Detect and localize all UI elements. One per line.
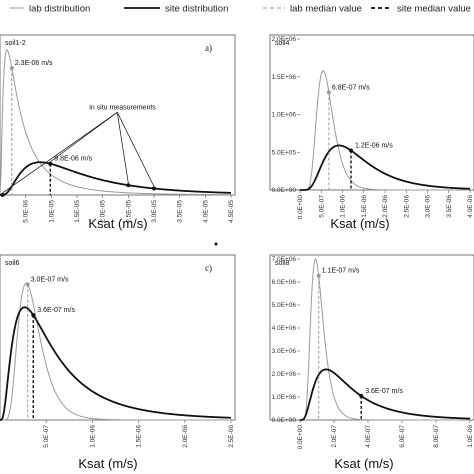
site-median-label: 3.6E-07 m/s [37,307,75,314]
x-tick-label: 2.0E-06 [182,425,189,448]
legend-label-3: site median value [397,4,471,15]
panel-frame [0,34,236,196]
lab-distribution-line [300,258,470,421]
x-tick-label: 3.0E-05 [151,200,158,223]
site-distribution-line [0,306,232,421]
x-tick-label: 4.5E-05 [228,200,235,223]
site-median-point [359,393,364,398]
lab-median-point [9,65,14,70]
x-tick-label: 4.0E-05 [202,200,209,223]
y-tick-label: 5.0E+06 [272,302,297,309]
separator-dot [214,242,218,246]
y-tick-label: 5.0E+05 [272,149,297,156]
panel-soil1-2: soil1-2 a) 5.0E-06 1.0E-05 1.5E-05 2.0E-05 2.5… [0,34,236,231]
x-tick-label: 1.5E-06 [361,195,368,218]
x-tick-label: 2.0E-05 [100,200,107,223]
x-tick-label: 5.0E-07 [43,425,50,448]
x-tick-label: 5.0E-07 [318,195,325,218]
insitu-label: in situ measurements [89,104,156,111]
x-tick-label: 8.0E-07 [433,425,440,448]
insitu-arrow [116,112,129,184]
y-tick-label: 1.0E+06 [272,394,297,401]
lab-median-point [25,282,30,287]
lab-median-label: 1.1E-07 m/s [322,268,360,275]
site-median-label: 1.2E-06 m/s [355,142,393,149]
x-tick-label: 2.0E-06 [382,195,389,218]
lab-median-label: 3.0E-07 m/s [31,276,69,283]
panel-letter: c) [205,263,212,273]
y-tick-label: 2.0E+06 [272,36,297,43]
x-axis-label: Ksat (m/s) [78,456,137,471]
y-tick-label: 2.0E+06 [272,371,297,378]
x-tick-label: 2.5E-06 [228,425,235,448]
x-tick-label: 1.0E-05 [48,200,55,223]
panel-frame [269,34,474,191]
x-tick-label: 1.5E-05 [74,200,81,223]
panel-frame [269,254,474,421]
x-tick-label: 2.0E-07 [331,425,338,448]
legend-label-2: lab median value [290,4,362,15]
x-tick-label: 0.0E+00 [297,195,304,220]
y-tick-label: 0.0E+00 [272,417,297,424]
legend-label-0: lab distribution [29,4,90,15]
y-tick-label: 4.0E+06 [272,325,297,332]
y-tick-label: 7.0E+06 [272,256,297,263]
x-tick-label: 0.0E+00 [297,425,304,450]
x-tick-label: 5.0E-06 [23,200,30,223]
insitu-point [0,192,5,197]
site-distribution-line [0,161,232,196]
x-tick-label: 1.5E-06 [136,425,143,448]
x-axis-label: Ksat (m/s) [88,216,147,231]
x-tick-label: 1.0E-06 [467,425,474,448]
x-axis-label: Ksat (m/s) [330,216,389,231]
panel-soil4: soil4 0.0E+00 5.0E+05 1.0E+06 1.5E+06 2.0E+06… [269,34,474,231]
insitu-arrow [116,112,155,187]
site-distribution-line [300,144,471,191]
panel-name: soil6 [5,260,20,267]
y-tick-label: 1.0E+06 [272,112,297,119]
site-median-label: 3.6E-07 m/s [365,388,403,395]
x-tick-label: 2.5E-05 [125,200,132,223]
x-tick-label: 1.0E-06 [89,425,96,448]
x-tick-label: 3.5E-05 [177,200,184,223]
lab-median-label: 2.3E-06 m/s [15,60,53,67]
x-tick-label: 3.5E-06 [446,195,453,218]
insitu-point [152,186,156,191]
panel-soil8: soil8 0.0E+00 1.0E+06 2.0E+06 3.0E+06 4.0E+06… [269,254,474,471]
panel-letter: a) [205,43,212,53]
x-axis-label: Ksat (m/s) [334,456,393,471]
panel-name: soil1-2 [5,40,26,47]
y-tick-label: 3.0E+06 [272,348,297,355]
site-median-label: 9.8E-06 m/s [54,156,92,163]
lab-median-point [316,273,321,278]
x-tick-label: 3.0E-06 [425,195,432,218]
y-tick-label: 6.0E+06 [272,279,297,286]
lab-distribution-line [0,49,231,196]
insitu-arrow [2,112,118,194]
x-tick-label: 1.0E-06 [340,195,347,218]
y-tick-label: 1.5E+06 [272,74,297,81]
insitu-point [48,161,53,166]
lab-median-label: 6.8E-07 m/s [332,84,370,91]
x-tick-label: 4.0E-07 [365,425,372,448]
lab-median-point [326,90,331,95]
panel-name: soil4 [275,40,290,47]
panel-soil6: soil6 c) 5.0E-07 1.0E-06 1.5E-06 2.0E-06 2.5E-… [0,254,236,471]
insitu-point [126,183,131,188]
site-distribution-line [300,368,471,421]
lab-distribution-line [0,282,231,421]
site-median-point [31,313,36,318]
legend-label-1: site distribution [165,4,228,15]
x-tick-label: 2.5E-06 [403,195,410,218]
site-median-point [349,148,353,153]
x-tick-label: 4.0E-06 [467,195,474,218]
x-tick-label: 6.0E-07 [399,425,406,448]
lab-distribution-line [300,70,470,191]
panel-name: soil8 [275,260,290,267]
insitu-arrow [50,112,118,163]
y-tick-label: 0.0E+00 [272,187,297,194]
